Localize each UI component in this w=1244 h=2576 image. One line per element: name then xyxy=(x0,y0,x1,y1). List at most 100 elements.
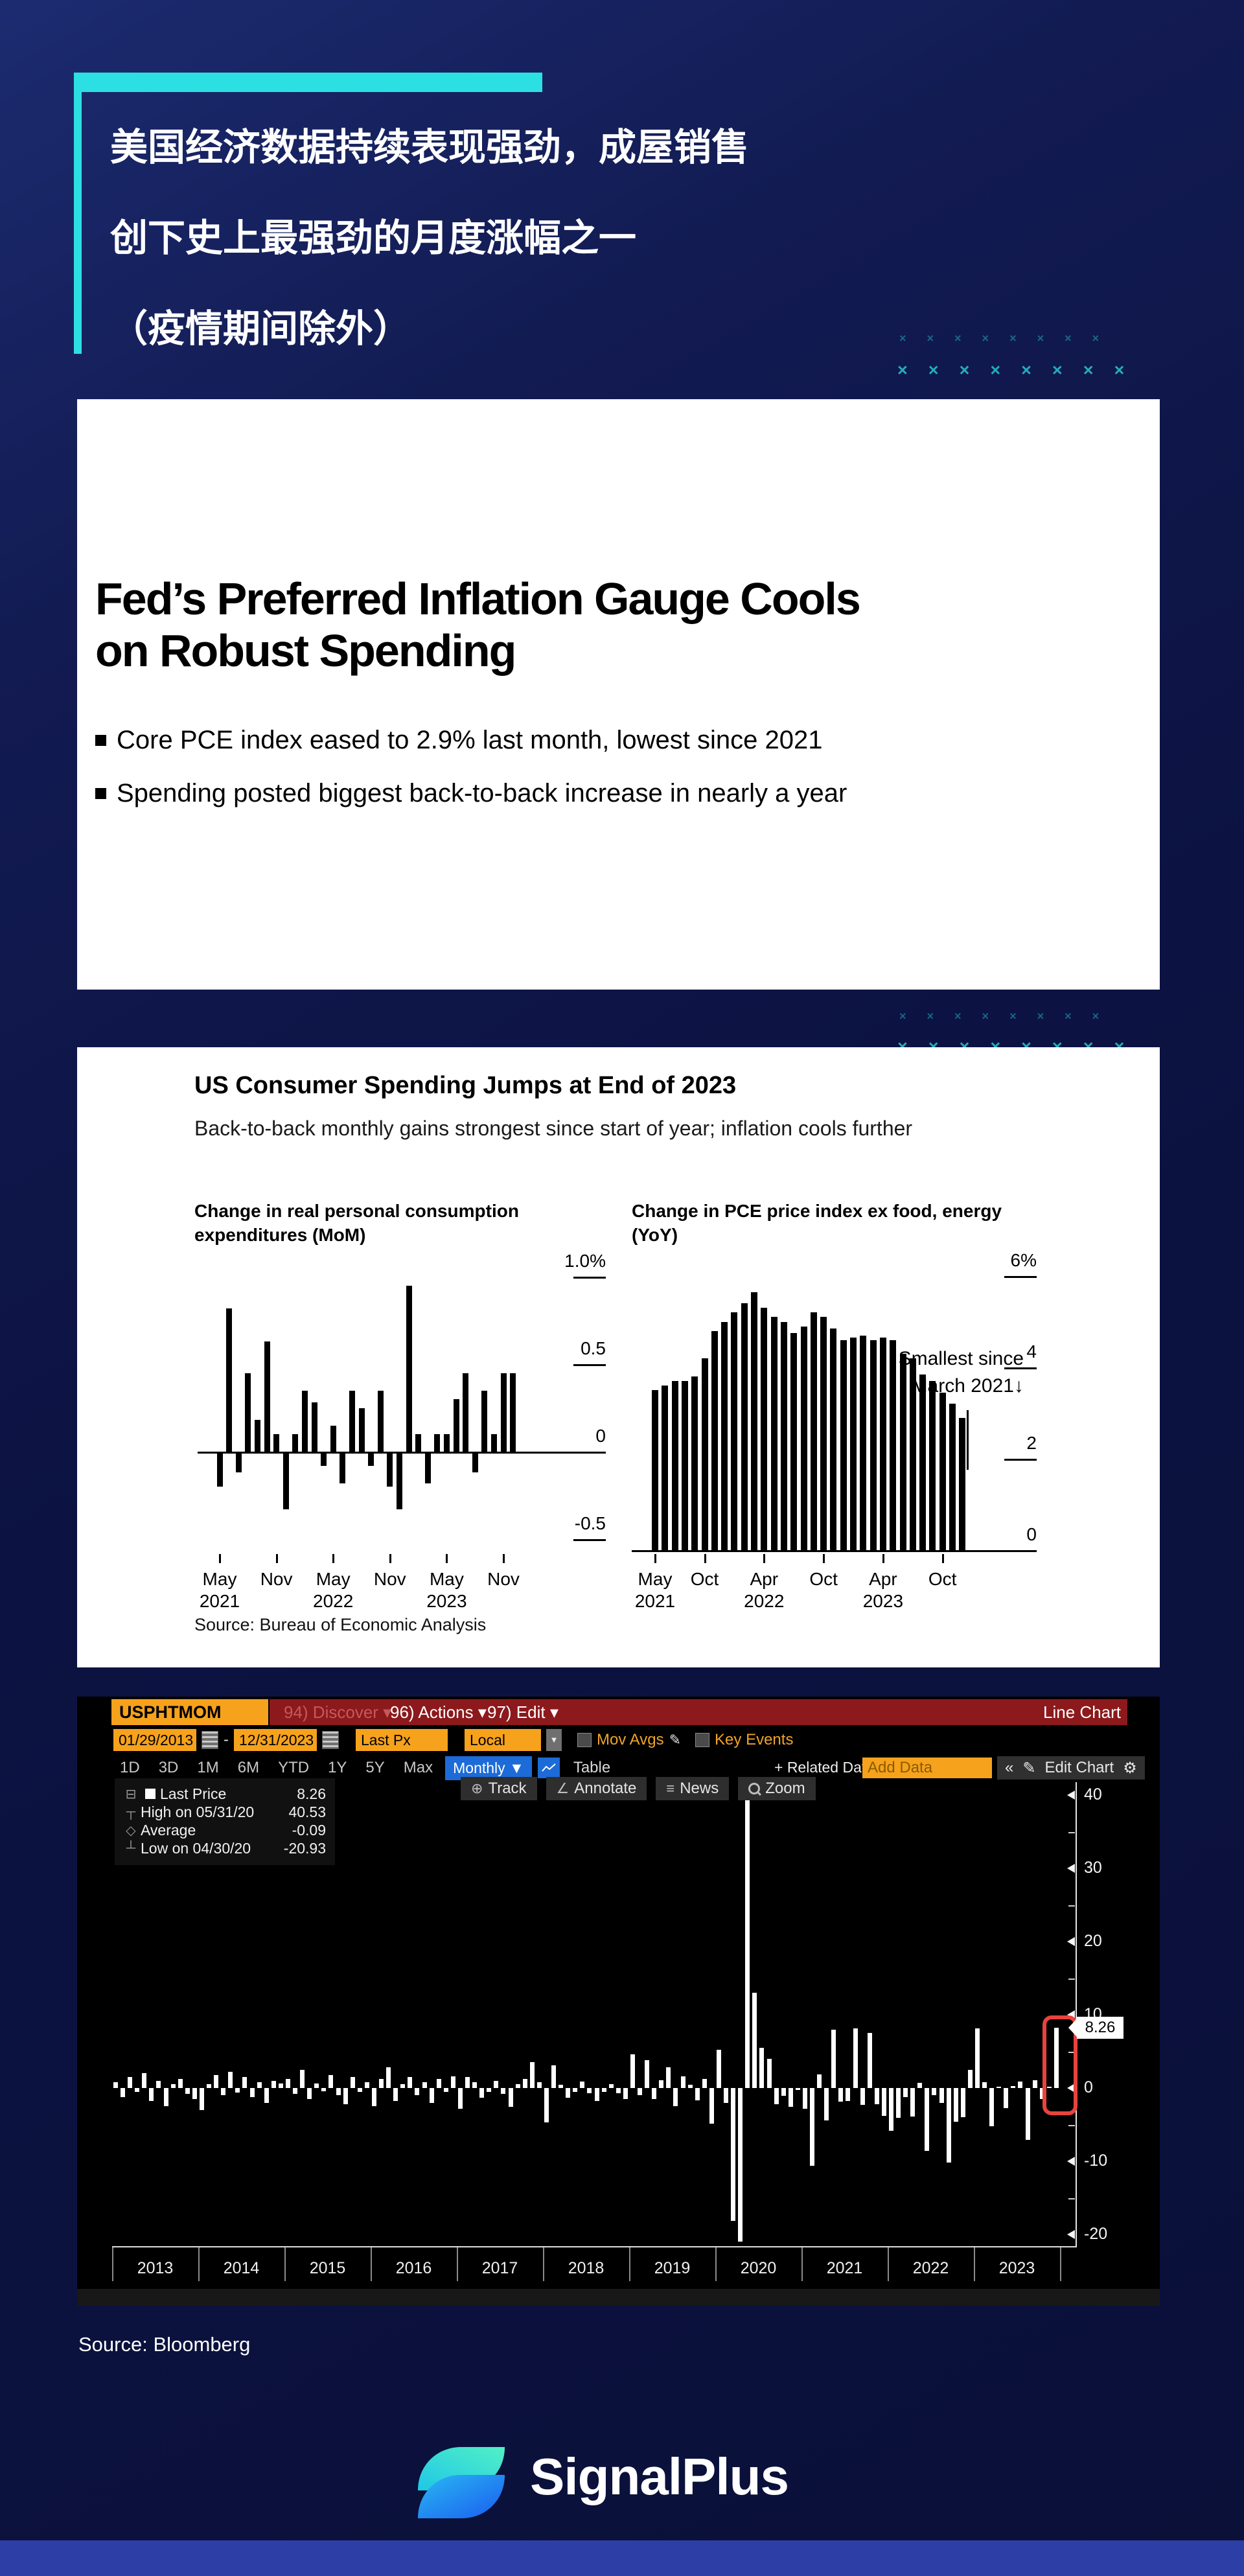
range-max[interactable]: Max xyxy=(403,1759,433,1776)
decorative-x-glyph: × xyxy=(927,1010,934,1023)
bar xyxy=(662,1386,669,1550)
bar xyxy=(681,1381,688,1550)
bar xyxy=(910,2088,916,2117)
range-ytd[interactable]: YTD xyxy=(278,1759,310,1776)
bar xyxy=(874,2088,879,2104)
decorative-x-glyph: × xyxy=(954,1010,962,1023)
decorative-x-glyph: × xyxy=(1021,360,1031,380)
bar xyxy=(285,2079,290,2088)
bar xyxy=(257,2082,262,2088)
range-1y[interactable]: 1Y xyxy=(328,1759,347,1776)
bar xyxy=(228,2072,233,2088)
legend-row-high: ┬ High on 05/31/20 40.53 xyxy=(121,1803,326,1821)
bar xyxy=(221,2088,226,2096)
line-chart-icon[interactable] xyxy=(537,1758,560,1778)
chart-left-title-line2: expenditures (MoM) xyxy=(194,1225,366,1245)
bar xyxy=(501,2088,506,2094)
range-3d[interactable]: 3D xyxy=(158,1759,179,1776)
chevron-down-icon[interactable]: ▼ xyxy=(546,1729,562,1751)
bar xyxy=(436,2079,441,2088)
menu-edit[interactable]: 97) Edit ▾ xyxy=(487,1702,559,1722)
right-axis-line xyxy=(1076,1782,1077,2247)
annotate-button[interactable]: ∠ Annotate xyxy=(546,1777,647,1800)
edit-chart-button[interactable]: Edit Chart xyxy=(1044,1759,1114,1776)
year-axis-line xyxy=(112,2246,1077,2247)
key-events-label[interactable]: Key Events xyxy=(715,1731,794,1748)
mov-avgs-checkbox[interactable] xyxy=(577,1733,592,1747)
bar xyxy=(929,1381,936,1550)
bar xyxy=(135,2088,140,2092)
x-tick-label: May 2021 xyxy=(634,1569,676,1611)
year-label: 2018 xyxy=(568,2259,605,2277)
pencil-icon[interactable]: ✎ xyxy=(1022,1759,1036,1777)
range-6m[interactable]: 6M xyxy=(237,1759,260,1776)
add-data-input[interactable]: Add Data xyxy=(862,1758,992,1778)
bar xyxy=(149,2088,154,2102)
mov-avgs-label[interactable]: Mov Avgs xyxy=(597,1731,664,1748)
gear-icon[interactable]: ⚙ xyxy=(1123,1759,1137,1777)
bar xyxy=(949,1404,956,1550)
range-1d[interactable]: 1D xyxy=(120,1759,140,1776)
key-events-checkbox[interactable] xyxy=(695,1733,710,1747)
bar xyxy=(278,2083,283,2088)
bloomberg-terminal: USPHTMOM Index 94) Discover ▾ 96) Action… xyxy=(77,1697,1160,2306)
terminal-plot xyxy=(77,1697,1160,2306)
decorative-x-glyph: × xyxy=(982,1010,989,1023)
chart-right-title: Change in PCE price index ex food, energ… xyxy=(632,1199,1046,1247)
year-separator xyxy=(1060,2247,1061,2281)
x-tick-label: Nov xyxy=(487,1569,520,1589)
calendar-icon[interactable] xyxy=(322,1731,339,1749)
price-field-select[interactable]: Last Px xyxy=(356,1729,448,1751)
bar xyxy=(559,2085,564,2088)
zoom-button[interactable]: Zoom xyxy=(738,1777,816,1800)
news-button[interactable]: ≡ News xyxy=(656,1777,730,1800)
y-tick-label: 0 xyxy=(595,1426,606,1446)
bar xyxy=(817,2074,822,2088)
bar xyxy=(393,2088,398,2102)
collapse-button[interactable]: « xyxy=(1005,1759,1014,1776)
related-data-button[interactable]: + Related Dat xyxy=(774,1759,866,1776)
bar xyxy=(996,2087,1002,2088)
x-tick-label: Oct xyxy=(809,1569,838,1589)
menu-discover[interactable]: 94) Discover ▾ xyxy=(284,1702,392,1722)
bar xyxy=(226,1308,233,1452)
y-tick-dash xyxy=(1004,1459,1037,1461)
y-tick-label: -0.5 xyxy=(574,1513,606,1533)
pencil-icon[interactable]: ✎ xyxy=(669,1732,682,1748)
bar xyxy=(500,1373,507,1452)
bar xyxy=(1046,2087,1052,2088)
bar xyxy=(774,2088,779,2104)
bar xyxy=(271,2080,276,2088)
date-to-field[interactable]: 12/31/2023 xyxy=(234,1729,317,1751)
y-tick-label: 0.5 xyxy=(581,1338,606,1358)
table-button[interactable]: Table xyxy=(573,1759,611,1776)
x-tick-label: Apr 2023 xyxy=(862,1569,904,1611)
decorative-x-row: × × × × × × × × xyxy=(899,1010,1099,1023)
article-card: Fed’s Preferred Inflation Gauge Cools on… xyxy=(77,399,1160,990)
bar xyxy=(1054,2027,1059,2088)
x-tick-label: Nov xyxy=(260,1569,293,1589)
track-button[interactable]: ⊕ Track xyxy=(461,1777,537,1800)
bullet-text: Core PCE index eased to 2.9% last month,… xyxy=(117,726,823,754)
date-from-field[interactable]: 01/29/2013 xyxy=(113,1729,196,1751)
chart-type-label[interactable]: Line Chart xyxy=(1043,1702,1121,1722)
year-label: 2017 xyxy=(481,2259,518,2277)
last-price-tag: 8.26 xyxy=(1068,2017,1123,2039)
menu-actions[interactable]: 96) Actions ▾ xyxy=(390,1702,487,1722)
bar xyxy=(645,2060,650,2088)
bar xyxy=(301,1390,308,1452)
frequency-select[interactable]: Monthly ▼ xyxy=(445,1756,532,1780)
bar xyxy=(741,1303,748,1550)
decorative-x-glyph: × xyxy=(897,360,908,380)
date-separator: - xyxy=(224,1731,229,1748)
bar xyxy=(249,2088,255,2097)
range-5y[interactable]: 5Y xyxy=(365,1759,385,1776)
legend-row-average: ◇ Average -0.09 xyxy=(121,1821,326,1839)
calendar-icon[interactable] xyxy=(202,1731,218,1749)
bar xyxy=(1018,2081,1023,2088)
year-separator xyxy=(543,2247,544,2281)
range-1m[interactable]: 1M xyxy=(197,1759,219,1776)
bar xyxy=(163,2088,168,2107)
bar xyxy=(673,2088,678,2107)
year-separator xyxy=(112,2247,113,2281)
